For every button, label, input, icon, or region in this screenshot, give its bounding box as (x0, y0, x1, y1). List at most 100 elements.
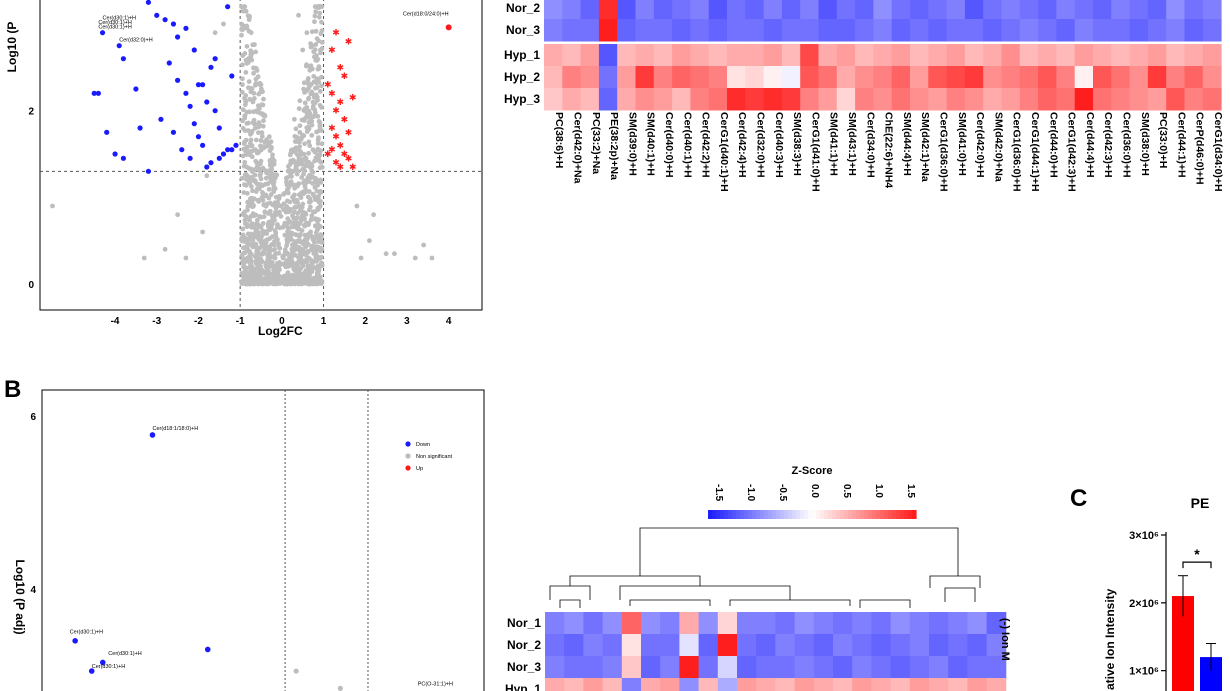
point-ns (319, 46, 325, 51)
point-ns (296, 12, 301, 18)
heatmap-cell (1056, 0, 1076, 20)
heatmap-cell (580, 0, 600, 20)
point-up: ✱ (332, 132, 340, 142)
point-ns (241, 146, 247, 152)
heatmap-column-label: PC(38:6)+H (553, 112, 565, 168)
heatmap-cell (1147, 66, 1167, 89)
colorbar-segment (736, 510, 741, 519)
point-ns (253, 241, 259, 247)
heatmap-column-label: Cer(d42:3)+H (1102, 112, 1114, 178)
point-down (120, 155, 126, 161)
point-down (170, 129, 177, 135)
heatmap-cell (641, 656, 661, 679)
point-ns (246, 17, 252, 23)
point-ns (258, 82, 264, 88)
heatmap-cell (833, 678, 853, 691)
heatmap-column-label: PE(38:2p)+Na (608, 112, 620, 180)
point-ns (258, 239, 264, 245)
point-ns (273, 194, 279, 200)
volcano-b-frame (41, 389, 485, 691)
point-down (187, 103, 193, 109)
point-down (149, 432, 156, 438)
point-ns (283, 209, 289, 215)
point-down (225, 147, 231, 153)
point-ns (309, 132, 315, 138)
heatmap-cell (1019, 19, 1039, 42)
point-ns (317, 224, 323, 229)
point-ns (281, 254, 286, 260)
point-ns (294, 152, 300, 158)
point-ns (284, 223, 290, 229)
point-ns (273, 172, 279, 177)
point-ns (301, 180, 306, 186)
point-down (88, 668, 95, 674)
heatmap-cell (1166, 19, 1185, 42)
point-ns (302, 141, 307, 147)
heatmap-cell (708, 66, 728, 89)
point-ns (319, 263, 325, 268)
point-ns (263, 260, 269, 266)
point-ns (266, 250, 272, 256)
point-up: ✱ (336, 97, 344, 107)
point-down (212, 56, 218, 62)
heatmap-column-label: Cer(d32:0)+H (754, 112, 766, 178)
volcano-a-xlabel: Log2FC (258, 324, 303, 338)
heatmap-cell (1202, 44, 1222, 67)
point-down (195, 134, 202, 140)
heatmap-cell (873, 19, 893, 42)
point-ns (306, 150, 312, 156)
heatmap-cell (818, 0, 838, 20)
point-up: ✱ (336, 140, 344, 150)
point-ns (248, 52, 254, 58)
heatmap-cell (781, 88, 801, 111)
point-ns (273, 251, 278, 257)
point-ns (221, 21, 226, 27)
heatmap-cell (763, 66, 783, 89)
point-ns (297, 248, 303, 254)
heatmap-cell (756, 656, 776, 679)
point-ns (247, 280, 253, 286)
bar-y-tick-label: 1×10⁶ (1129, 666, 1159, 678)
point-ns (293, 165, 299, 171)
point-ns (254, 245, 260, 251)
point-up: ✱ (332, 158, 340, 168)
point-annotation: PC(O-31:1)+H (418, 681, 453, 687)
point-ns (316, 38, 321, 44)
heatmap-cell (891, 19, 911, 42)
point-ns (254, 276, 260, 282)
heatmap-cell (855, 19, 874, 42)
heatmap-cell (852, 612, 872, 635)
heatmap-cell (1038, 88, 1057, 111)
significance-marker: * (1194, 546, 1200, 562)
y-tick-label: 6 (30, 412, 36, 423)
point-ns (259, 133, 265, 139)
heatmap-cell (928, 66, 948, 89)
heatmap-cell (1056, 19, 1076, 42)
point-ns (314, 188, 320, 194)
point-ns (254, 252, 260, 258)
point-ns (307, 204, 313, 210)
point-ns (314, 274, 320, 280)
point-ns (303, 89, 309, 94)
heatmap-cell (679, 678, 700, 691)
heatmap-cell (928, 44, 948, 67)
point-ns (253, 49, 259, 55)
point-ns (248, 261, 253, 267)
point-ns (291, 261, 297, 267)
volcano-a-frame (39, 0, 483, 311)
heatmap-cell (946, 19, 966, 42)
heatmap-cell (1111, 0, 1131, 20)
heatmap-cell (836, 66, 856, 89)
heatmap-cell (800, 88, 819, 111)
heatmap-cell (948, 656, 968, 679)
point-down (162, 17, 168, 23)
point-up: ✱ (328, 88, 336, 98)
heatmap-cell (948, 634, 968, 657)
point-down (137, 125, 143, 131)
point-ns (267, 173, 272, 179)
point-ns (301, 247, 306, 253)
heatmap-cell (928, 19, 948, 42)
heatmap-cell (583, 634, 604, 657)
point-ns (286, 218, 292, 224)
point-ns (250, 275, 256, 281)
